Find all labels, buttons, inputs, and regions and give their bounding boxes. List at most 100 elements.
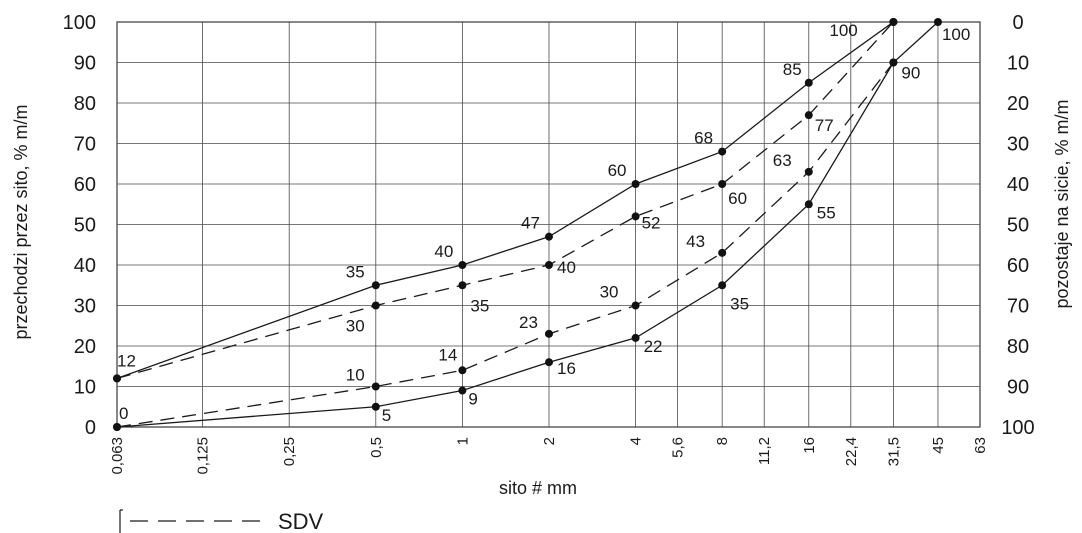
data-label: 90 bbox=[901, 64, 920, 83]
y-right-tick-label: 0 bbox=[1012, 12, 1023, 34]
y-left-tick-label: 10 bbox=[74, 377, 96, 399]
y-left-tick-label: 100 bbox=[63, 12, 96, 34]
data-label: 16 bbox=[557, 359, 576, 378]
data-label: 30 bbox=[600, 283, 619, 302]
x-tick-label: 5,6 bbox=[670, 437, 687, 458]
y-right-tick-label: 50 bbox=[1007, 215, 1029, 237]
data-label: 55 bbox=[817, 203, 836, 222]
x-tick-label: 11,2 bbox=[756, 437, 773, 465]
data-label: 85 bbox=[783, 60, 802, 79]
y-right-tick-label: 60 bbox=[1007, 255, 1029, 277]
y-left-tick-label: 20 bbox=[74, 336, 96, 358]
y-axis-left-label: przechodzi przez sito, % m/m bbox=[11, 104, 31, 339]
data-point bbox=[371, 301, 380, 310]
data-point bbox=[718, 180, 727, 188]
y-right-tick-label: 40 bbox=[1007, 174, 1029, 196]
legend-label-sdv: SDV bbox=[278, 509, 324, 533]
data-point bbox=[458, 366, 467, 375]
data-point bbox=[631, 301, 640, 310]
y-left-tick-label: 70 bbox=[74, 134, 96, 156]
data-label: 52 bbox=[642, 213, 661, 232]
y-axis-right-label: pozostaje na sicie, % m/m bbox=[1052, 99, 1072, 308]
data-point bbox=[804, 200, 813, 209]
data-point bbox=[544, 358, 553, 367]
series-line-solid bbox=[116, 21, 894, 380]
data-label: 35 bbox=[730, 294, 749, 313]
data-point bbox=[371, 402, 380, 411]
data-label: 9 bbox=[468, 390, 477, 409]
legend: SDV bbox=[119, 509, 324, 533]
data-point bbox=[631, 180, 640, 188]
x-tick-label: 2 bbox=[541, 437, 558, 445]
data-point bbox=[631, 212, 640, 221]
y-right-tick-label: 90 bbox=[1007, 377, 1029, 399]
data-point bbox=[458, 261, 467, 269]
data-label: 100 bbox=[942, 25, 970, 44]
y-right-tick-label: 70 bbox=[1007, 296, 1029, 318]
x-axis-label: sito # mm bbox=[499, 478, 577, 498]
y-left-tick-label: 50 bbox=[74, 215, 96, 237]
data-label: 60 bbox=[728, 189, 747, 208]
x-tick-label: 8 bbox=[714, 437, 731, 445]
data-point bbox=[889, 58, 898, 67]
point-labels: 12 35 40 47 60 68 85 100 30 35 40 52 60 77 10 14 23 30 43 6… bbox=[117, 21, 970, 425]
data-point bbox=[544, 261, 553, 269]
y-right-tick-label: 100 bbox=[1001, 417, 1034, 439]
x-tick-label: 0,25 bbox=[281, 437, 298, 466]
data-label: 47 bbox=[521, 214, 540, 233]
data-label: 14 bbox=[438, 345, 457, 364]
data-point bbox=[113, 423, 121, 431]
data-point bbox=[371, 382, 380, 391]
x-tick-label: 63 bbox=[972, 437, 989, 454]
y-left-tick-label: 40 bbox=[74, 255, 96, 277]
data-label: 35 bbox=[346, 262, 365, 281]
series-line-dashed bbox=[116, 21, 894, 380]
data-point bbox=[718, 147, 727, 156]
data-point bbox=[544, 329, 553, 338]
series-line-dashed bbox=[116, 62, 894, 428]
data-point bbox=[804, 167, 813, 176]
y-right-tick-label: 10 bbox=[1007, 53, 1029, 75]
data-label: 0 bbox=[119, 404, 128, 423]
x-tick-label: 0,125 bbox=[195, 437, 212, 475]
x-tick-label: 45 bbox=[930, 437, 947, 454]
data-label: 35 bbox=[470, 296, 489, 315]
x-tick-label: 1 bbox=[454, 437, 471, 445]
data-label: 63 bbox=[773, 151, 792, 170]
data-label: 40 bbox=[557, 258, 576, 277]
y-left-tick-label: 0 bbox=[85, 417, 96, 439]
data-point bbox=[458, 281, 467, 290]
x-tick-label: 22,4 bbox=[843, 437, 860, 466]
data-point bbox=[718, 281, 727, 290]
data-point bbox=[544, 232, 553, 241]
data-label: 22 bbox=[644, 337, 663, 356]
data-label: 77 bbox=[815, 116, 834, 135]
data-label: 5 bbox=[382, 406, 391, 425]
y-left-tick-label: 90 bbox=[74, 53, 96, 75]
data-point bbox=[889, 18, 898, 26]
data-label: 23 bbox=[519, 313, 538, 332]
data-point bbox=[718, 248, 727, 257]
grid-lines bbox=[116, 21, 981, 428]
x-axis-ticks: 0,063 0,125 0,25 0,5 1 2 4 5,6 8 11,2 16 22,4 31,5 45… bbox=[109, 437, 989, 475]
data-label: 43 bbox=[686, 232, 705, 251]
data-label: 68 bbox=[694, 129, 713, 148]
data-label: 100 bbox=[829, 21, 857, 40]
data-point bbox=[113, 374, 121, 383]
y-left-tick-label: 80 bbox=[74, 93, 96, 115]
data-label: 60 bbox=[608, 161, 627, 180]
y-axis-left-ticks: 0 10 20 30 40 50 60 70 80 90 100 bbox=[63, 12, 96, 439]
data-point bbox=[933, 18, 942, 26]
x-tick-label: 31,5 bbox=[885, 437, 902, 466]
x-tick-label: 0,5 bbox=[368, 437, 385, 458]
data-point bbox=[804, 78, 813, 87]
data-point bbox=[804, 111, 813, 120]
y-left-tick-label: 30 bbox=[74, 296, 96, 318]
y-left-tick-label: 60 bbox=[74, 174, 96, 196]
data-label: 12 bbox=[117, 351, 136, 370]
x-tick-label: 0,063 bbox=[109, 437, 126, 475]
x-tick-label: 4 bbox=[628, 437, 645, 445]
series-points bbox=[113, 18, 942, 431]
